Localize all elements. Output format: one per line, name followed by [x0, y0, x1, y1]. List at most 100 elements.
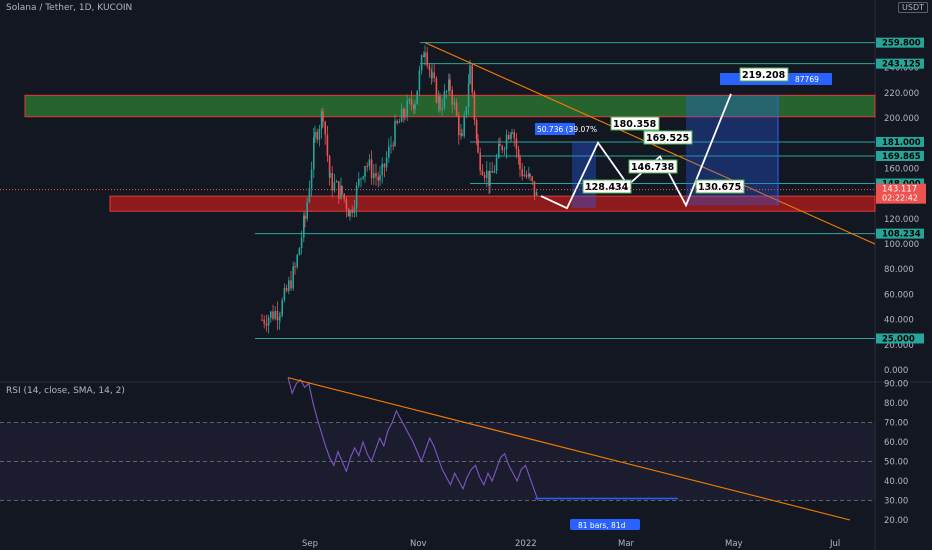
measure-label: 87769: [795, 75, 819, 84]
current-price-badge: [876, 183, 926, 204]
projection-label: 130.675: [698, 182, 741, 193]
candle-body: [294, 266, 296, 268]
price-level-label: 243.125: [882, 60, 921, 70]
candle-body: [328, 156, 331, 178]
candle-body: [483, 175, 486, 178]
projection-label-box: [739, 67, 789, 82]
candle-body: [392, 145, 394, 147]
current-price-label: 143.117: [882, 185, 917, 195]
measure-label-bg: [535, 123, 575, 135]
candle-body: [279, 315, 281, 318]
candle-body: [433, 72, 435, 79]
candle-body: [503, 149, 506, 151]
rsi-trendline: [287, 377, 851, 521]
candle-body: [338, 181, 340, 199]
candle-body: [400, 108, 403, 122]
candle-body: [375, 173, 377, 177]
time-tick-label: 2022: [515, 539, 537, 549]
candle-body: [324, 121, 326, 135]
candle-body: [519, 157, 521, 170]
candle-body: [283, 287, 286, 301]
candle-body: [443, 91, 446, 109]
time-tick-label: Mar: [618, 539, 635, 549]
projection-label-box: [610, 116, 660, 131]
rsi-measure-label: 81 bars, 81d: [578, 521, 626, 530]
candle-body: [364, 166, 366, 177]
price-level-label: 108.234: [882, 230, 921, 240]
candle-body: [418, 70, 421, 91]
candle-body: [416, 90, 418, 105]
candle-body: [517, 149, 520, 158]
candle-body: [501, 145, 503, 151]
projection-label: 146.738: [631, 162, 675, 173]
candle-body: [469, 65, 471, 84]
candle-body: [385, 157, 388, 168]
projection-label: 180.358: [613, 119, 657, 130]
candle-body: [489, 171, 491, 186]
candle-body: [308, 188, 311, 202]
projection-label: 169.525: [646, 133, 689, 144]
candle-body: [358, 178, 360, 186]
candle-body: [488, 170, 490, 186]
candle-body: [388, 146, 390, 158]
time-tick-label: Jul: [829, 539, 840, 549]
candle-body: [528, 173, 530, 177]
candle-body: [414, 104, 416, 109]
candle-body: [403, 108, 405, 117]
rsi-tick-label: 30.00: [884, 497, 908, 507]
candle-body: [381, 163, 383, 176]
candle-body: [455, 102, 458, 116]
candle-body: [292, 266, 294, 289]
candle-body: [463, 114, 465, 136]
candle-body: [265, 323, 268, 326]
price-level-badge: [876, 150, 924, 161]
projection-label: 128.434: [585, 182, 629, 193]
candle-body: [261, 319, 263, 321]
candle-body: [320, 111, 323, 129]
rsi-line: [287, 377, 539, 501]
candle-body: [263, 319, 265, 324]
candle-body: [353, 207, 356, 213]
candle-body: [475, 119, 478, 139]
candle-body: [473, 92, 476, 120]
time-tick-label: May: [725, 539, 743, 549]
candle-body: [491, 171, 493, 173]
candle-body: [278, 317, 281, 321]
rsi-measure-label-bg: [570, 519, 640, 530]
price-level-badge: [876, 333, 924, 344]
candle-body: [410, 99, 413, 106]
candle-body: [523, 174, 526, 177]
candle-body: [437, 96, 440, 103]
countdown-label: 02:22:42: [882, 194, 918, 203]
candle-body: [377, 176, 379, 181]
candle-body: [428, 65, 431, 71]
candle-body: [529, 173, 531, 177]
candle-body: [398, 121, 401, 123]
candle-body: [508, 134, 510, 140]
candle-body: [314, 131, 316, 138]
candle-body: [333, 182, 336, 191]
candle-body: [513, 132, 515, 139]
price-tick-label: 40.000: [884, 316, 914, 326]
rsi-title: RSI (14, close, SMA, 14, 2): [6, 386, 125, 396]
currency-badge[interactable]: USDT: [898, 2, 928, 13]
price-level-label: 169.865: [882, 152, 921, 162]
candle-body: [435, 78, 438, 103]
candle-body: [467, 83, 470, 107]
candle-body: [460, 133, 462, 136]
projection-label-box: [628, 159, 678, 174]
price-tick-label: 200.000: [884, 114, 919, 124]
candle-body: [486, 170, 488, 178]
candle-body: [366, 166, 368, 168]
candle-body: [349, 210, 351, 217]
projection-label-box: [643, 130, 693, 145]
candle-body: [481, 170, 484, 176]
candle-body: [448, 79, 450, 92]
rsi-tick-label: 80.00: [884, 399, 908, 409]
candle-body: [533, 181, 536, 196]
candle-body: [310, 169, 313, 189]
candle-body: [272, 311, 274, 319]
candle-body: [498, 144, 500, 158]
candle-body: [322, 111, 324, 122]
